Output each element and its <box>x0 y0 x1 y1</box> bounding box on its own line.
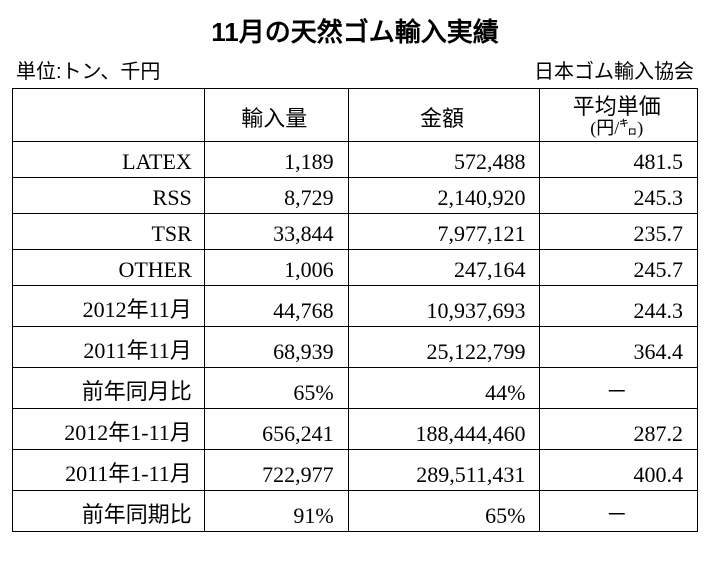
row-unit-price: 235.7 <box>540 213 698 249</box>
row-unit-price: － <box>540 490 698 531</box>
row-unit-price: 400.4 <box>540 449 698 490</box>
row-qty: 1,006 <box>204 249 348 285</box>
row-label: 2011年11月 <box>13 326 205 367</box>
row-qty: 1,189 <box>204 141 348 177</box>
row-unit-price: 245.7 <box>540 249 698 285</box>
subheader-row: 単位:トン、千円 日本ゴム輸入協会 <box>12 55 698 84</box>
row-qty: 656,241 <box>204 408 348 449</box>
row-amount: 247,164 <box>348 249 540 285</box>
row-label: 2011年1-11月 <box>13 449 205 490</box>
table-body: LATEX 1,189 572,488 481.5 RSS 8,729 2,14… <box>13 141 698 531</box>
header-qty: 輸入量 <box>204 89 348 142</box>
table-row: TSR 33,844 7,977,121 235.7 <box>13 213 698 249</box>
row-qty: 91% <box>204 490 348 531</box>
row-qty: 33,844 <box>204 213 348 249</box>
page-title: 11月の天然ゴム輸入実績 <box>12 12 698 49</box>
header-unit-price: 平均単価 (円/㌔) <box>540 89 698 142</box>
row-amount: 289,511,431 <box>348 449 540 490</box>
unit-label: 単位:トン、千円 <box>16 55 160 84</box>
row-amount: 65% <box>348 490 540 531</box>
source-label: 日本ゴム輸入協会 <box>534 55 694 84</box>
table-row: 2012年11月 44,768 10,937,693 244.3 <box>13 285 698 326</box>
row-amount: 188,444,460 <box>348 408 540 449</box>
row-amount: 44% <box>348 367 540 408</box>
table-row: 2012年1-11月 656,241 188,444,460 287.2 <box>13 408 698 449</box>
table-row: 2011年1-11月 722,977 289,511,431 400.4 <box>13 449 698 490</box>
table-row: 2011年11月 68,939 25,122,799 364.4 <box>13 326 698 367</box>
table-row: OTHER 1,006 247,164 245.7 <box>13 249 698 285</box>
row-amount: 25,122,799 <box>348 326 540 367</box>
row-label: LATEX <box>13 141 205 177</box>
header-unit-price-main: 平均単価 <box>546 95 687 119</box>
row-label: RSS <box>13 177 205 213</box>
table-header-row: 輸入量 金額 平均単価 (円/㌔) <box>13 89 698 142</box>
row-amount: 7,977,121 <box>348 213 540 249</box>
row-qty: 68,939 <box>204 326 348 367</box>
table-row: LATEX 1,189 572,488 481.5 <box>13 141 698 177</box>
row-unit-price: 245.3 <box>540 177 698 213</box>
table-row: 前年同月比 65% 44% － <box>13 367 698 408</box>
row-unit-price: 481.5 <box>540 141 698 177</box>
row-label: 前年同月比 <box>13 367 205 408</box>
row-label: TSR <box>13 213 205 249</box>
header-unit-price-sub: (円/㌔) <box>546 119 687 139</box>
row-amount: 10,937,693 <box>348 285 540 326</box>
row-unit-price: 244.3 <box>540 285 698 326</box>
header-amount: 金額 <box>348 89 540 142</box>
row-amount: 2,140,920 <box>348 177 540 213</box>
row-unit-price: 287.2 <box>540 408 698 449</box>
row-qty: 722,977 <box>204 449 348 490</box>
row-amount: 572,488 <box>348 141 540 177</box>
row-qty: 44,768 <box>204 285 348 326</box>
row-qty: 65% <box>204 367 348 408</box>
row-qty: 8,729 <box>204 177 348 213</box>
table-row: 前年同期比 91% 65% － <box>13 490 698 531</box>
row-unit-price: － <box>540 367 698 408</box>
header-blank <box>13 89 205 142</box>
row-label: OTHER <box>13 249 205 285</box>
row-label: 2012年1-11月 <box>13 408 205 449</box>
row-unit-price: 364.4 <box>540 326 698 367</box>
table-row: RSS 8,729 2,140,920 245.3 <box>13 177 698 213</box>
row-label: 2012年11月 <box>13 285 205 326</box>
import-table: 輸入量 金額 平均単価 (円/㌔) LATEX 1,189 572,488 48… <box>12 88 698 532</box>
row-label: 前年同期比 <box>13 490 205 531</box>
